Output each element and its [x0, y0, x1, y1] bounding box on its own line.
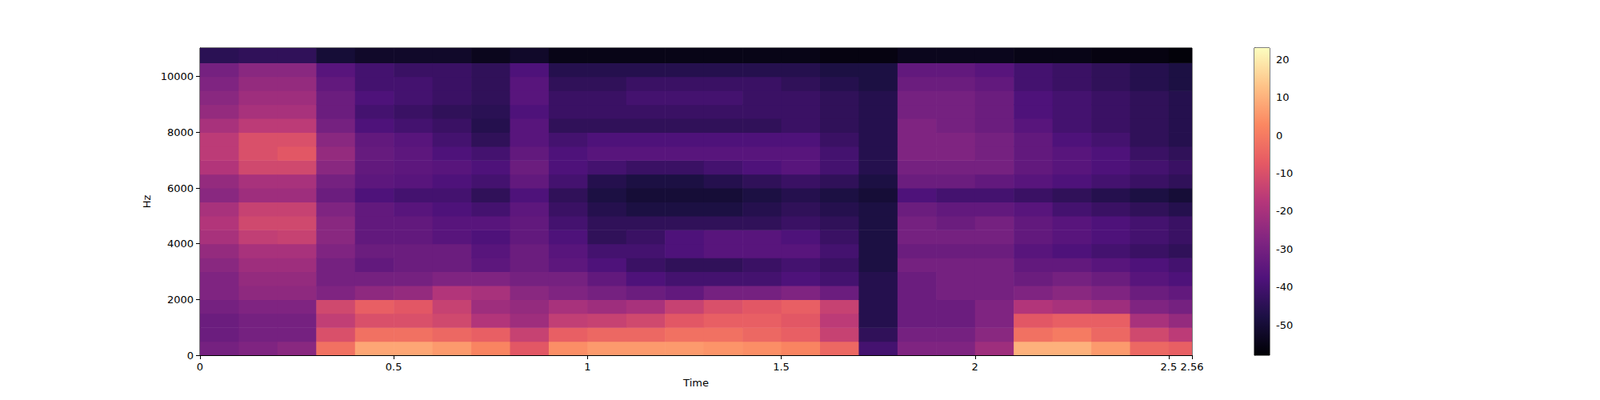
svg-text:0.5: 0.5 [385, 360, 403, 373]
svg-text:10000: 10000 [160, 70, 194, 83]
svg-text:1.5: 1.5 [772, 360, 790, 373]
svg-text:6000: 6000 [167, 182, 194, 195]
svg-text:-50: -50 [1276, 319, 1293, 332]
svg-text:2000: 2000 [167, 293, 194, 306]
svg-text:-40: -40 [1276, 280, 1293, 293]
svg-text:Hz: Hz [140, 195, 153, 209]
svg-text:0: 0 [196, 360, 204, 373]
svg-text:2.56: 2.56 [1180, 360, 1204, 373]
svg-text:Time: Time [682, 376, 709, 389]
svg-text:2: 2 [972, 360, 979, 373]
svg-text:20: 20 [1276, 53, 1290, 66]
svg-text:1: 1 [584, 360, 591, 373]
svg-text:-20: -20 [1276, 204, 1293, 217]
svg-text:0: 0 [1276, 129, 1283, 142]
svg-text:10: 10 [1276, 91, 1290, 104]
svg-text:8000: 8000 [167, 126, 194, 139]
svg-text:-30: -30 [1276, 243, 1293, 256]
svg-text:0: 0 [187, 349, 194, 362]
svg-text:-10: -10 [1276, 167, 1293, 180]
svg-text:2.5: 2.5 [1160, 360, 1178, 373]
svg-text:4000: 4000 [167, 237, 194, 250]
